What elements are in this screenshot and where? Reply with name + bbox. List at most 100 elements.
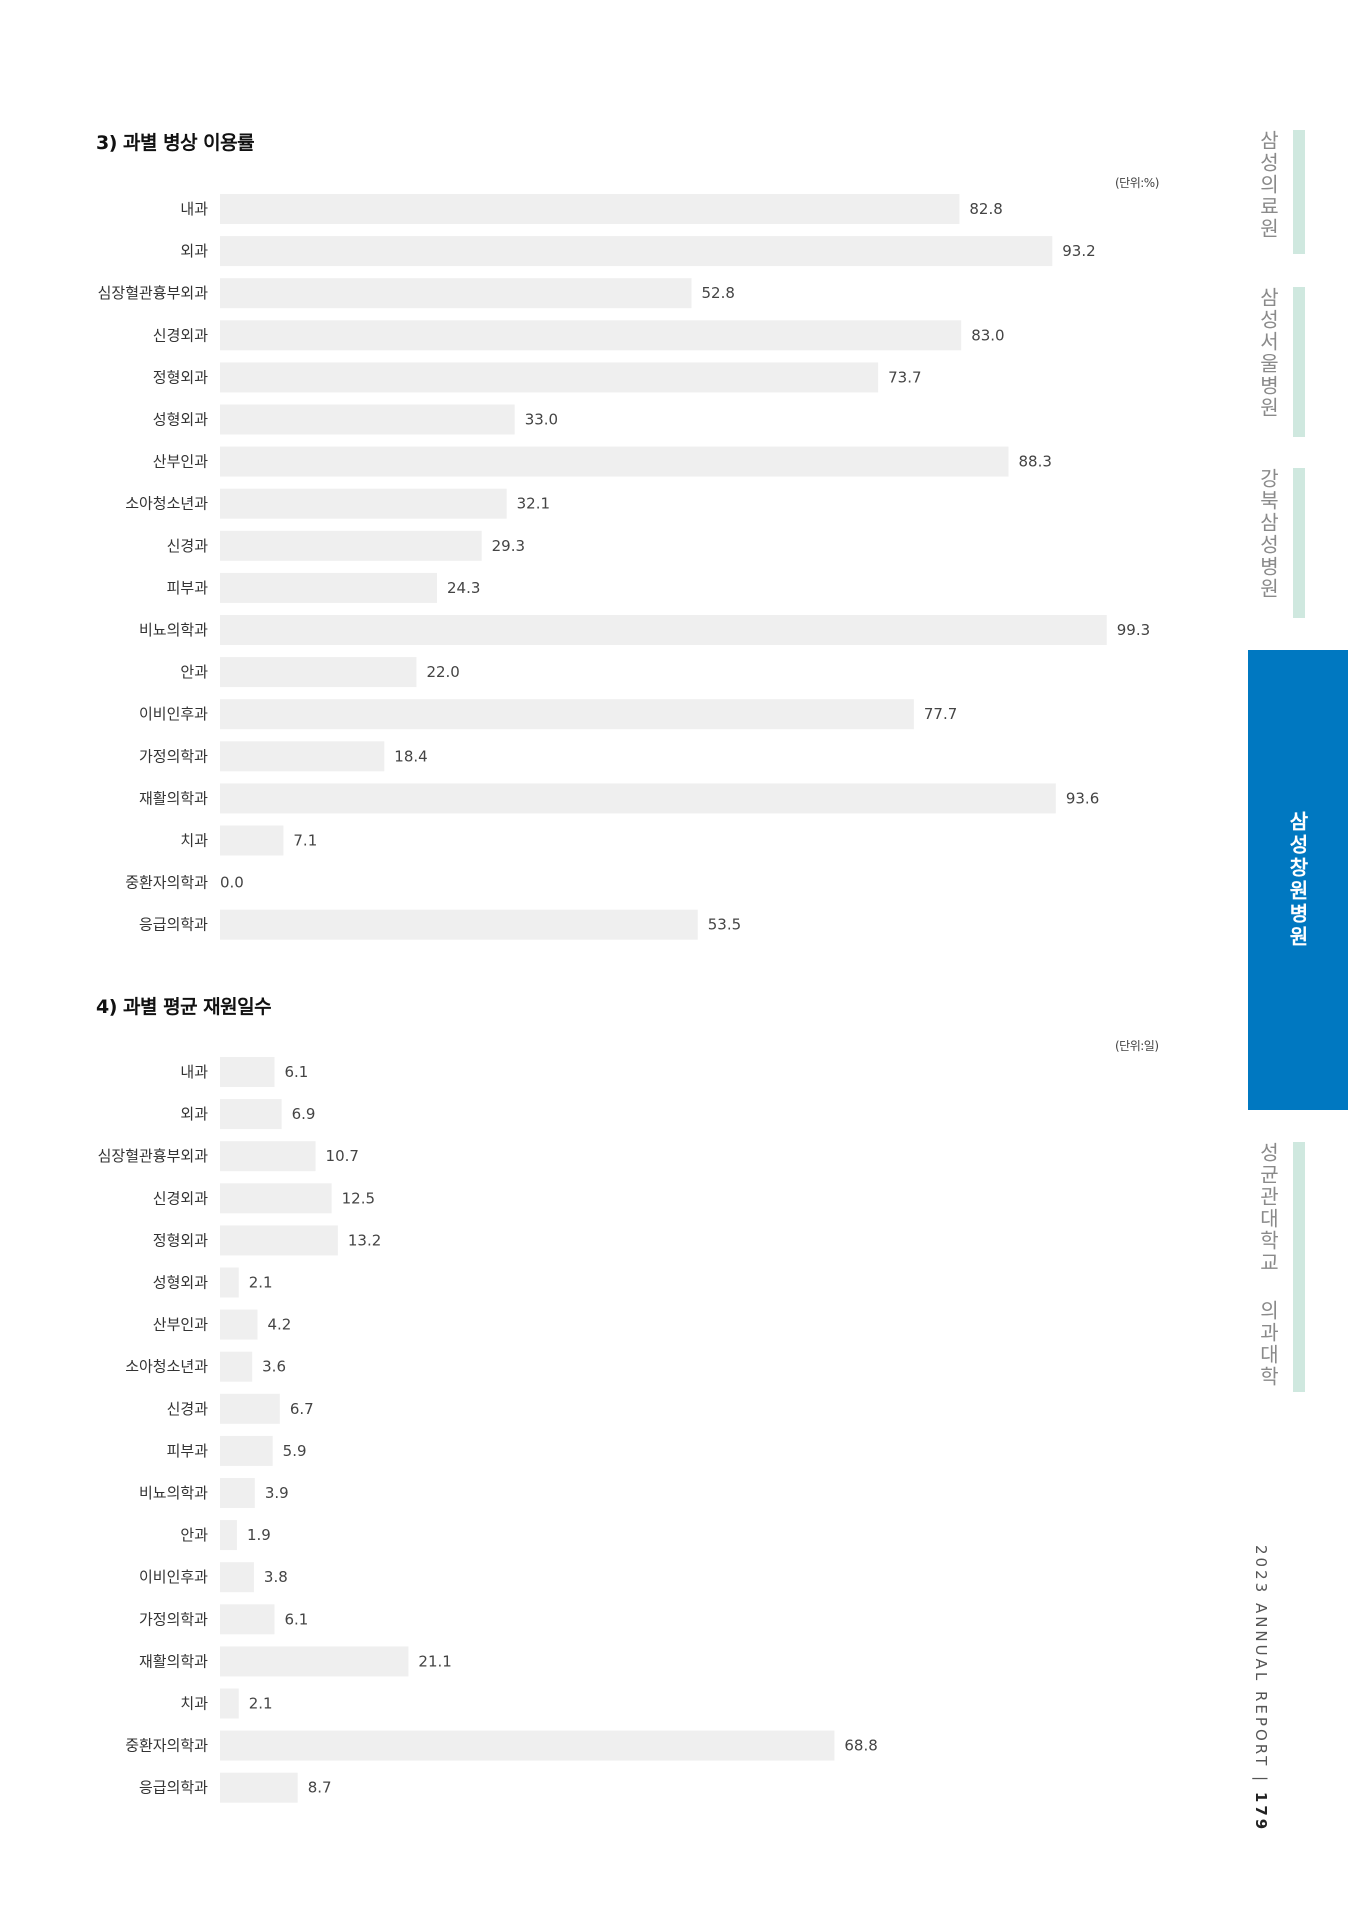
bar: [220, 1225, 338, 1256]
unit-label-percent: (단위:%): [1115, 176, 1159, 190]
category-label: 신경과: [167, 537, 209, 555]
bar: [220, 1520, 237, 1551]
bar: [220, 1141, 316, 1172]
value-label: 32.1: [517, 495, 550, 513]
value-label: 12.5: [342, 1189, 375, 1207]
value-label: 83.0: [971, 326, 1004, 344]
value-label: 99.3: [1117, 621, 1150, 639]
category-label: 외과: [180, 1105, 208, 1123]
category-label: 내과: [180, 1063, 208, 1081]
category-label: 산부인과: [153, 1316, 208, 1334]
value-label: 7.1: [293, 832, 317, 850]
value-label: 3.6: [262, 1358, 286, 1376]
bar: [220, 1183, 332, 1214]
bar: [220, 1478, 255, 1508]
sidebar-tab-skku-medical-school[interactable]: 성균관대학교 의과대학: [1245, 1142, 1305, 1392]
category-label: 내과: [180, 200, 208, 218]
sidebar-tab-kangbuk-samsung-hospital[interactable]: 강북삼성병원: [1245, 468, 1305, 618]
value-label: 6.1: [284, 1063, 308, 1081]
bar: [220, 1309, 258, 1340]
category-label: 외과: [180, 242, 208, 260]
value-label: 1.9: [247, 1526, 271, 1544]
bar: [220, 825, 284, 856]
bar: [220, 1772, 298, 1803]
sidebar-tab-samsung-medical-center[interactable]: 삼성의료원: [1245, 130, 1305, 254]
category-label: 신경과: [167, 1400, 209, 1418]
value-label: 82.8: [969, 200, 1002, 218]
value-label: 29.3: [492, 537, 525, 555]
bar: [220, 278, 692, 309]
value-label: 3.8: [264, 1568, 288, 1586]
bar: [220, 1646, 409, 1677]
bar: [220, 699, 914, 730]
sidebar-tab-samsung-changwon-hospital[interactable]: 삼성창원병원: [1248, 650, 1348, 1110]
page-footer: 2023 ANNUAL REPORT | 179: [1240, 1545, 1270, 1832]
value-label: 5.9: [283, 1442, 307, 1460]
bar: [220, 1562, 254, 1593]
value-label: 52.8: [702, 284, 735, 302]
bar: [220, 909, 698, 940]
category-label: 비뇨의학과: [139, 621, 208, 639]
bar: [220, 1099, 282, 1130]
sidebar-tab-indicator: [1293, 287, 1305, 437]
category-label: 심장혈관흉부외과: [98, 1147, 209, 1165]
category-label: 정형외과: [153, 368, 208, 386]
bar: [220, 362, 879, 393]
value-label: 24.3: [447, 579, 480, 597]
bar: [220, 1351, 253, 1382]
bar: [220, 446, 1009, 477]
bar: [220, 741, 385, 772]
category-label: 가정의학과: [139, 1610, 208, 1628]
category-label: 치과: [180, 832, 208, 850]
sidebar-tab-indicator: [1293, 130, 1305, 254]
category-label: 정형외과: [153, 1231, 208, 1249]
sidebar-tab-indicator: [1293, 468, 1305, 618]
category-label: 응급의학과: [139, 916, 208, 934]
bar: [220, 1057, 275, 1087]
bar: [220, 194, 960, 224]
category-label: 신경외과: [153, 1189, 208, 1207]
value-label: 18.4: [394, 747, 427, 765]
value-label: 88.3: [1019, 453, 1052, 471]
category-label: 중환자의학과: [125, 1737, 208, 1755]
category-label: 이비인후과: [139, 1568, 208, 1586]
bed-occupancy-chart: 내과 82.8 외과 93.2 심장혈관흉부외과 52.8 신경외과 83.0 정형외과 73.7…: [0, 190, 1357, 950]
value-label: 2.1: [249, 1274, 273, 1292]
category-label: 소아청소년과: [125, 495, 208, 513]
value-label: 73.7: [888, 368, 921, 386]
category-label: 재활의학과: [139, 1652, 208, 1670]
category-label: 성형외과: [153, 411, 208, 429]
value-label: 10.7: [326, 1147, 359, 1165]
bar: [220, 404, 515, 435]
category-label: 심장혈관흉부외과: [98, 284, 209, 302]
category-label: 피부과: [167, 579, 209, 597]
category-label: 산부인과: [153, 453, 208, 471]
unit-label-days: (단위:일): [1115, 1039, 1159, 1053]
bar: [220, 615, 1107, 645]
page-number: 179: [1252, 1791, 1270, 1833]
section-title-avg-stay: 4) 과별 평균 재원일수: [96, 996, 272, 1018]
value-label: 0.0: [220, 874, 244, 892]
sidebar-tab-label: 삼성서울병원: [1256, 287, 1280, 419]
sidebar-tab-samsung-seoul-hospital[interactable]: 삼성서울병원: [1245, 287, 1305, 437]
sidebar-tab-label: 강북삼성병원: [1256, 468, 1280, 600]
value-label: 68.8: [844, 1737, 877, 1755]
value-label: 21.1: [418, 1652, 451, 1670]
category-label: 신경외과: [153, 326, 208, 344]
value-label: 13.2: [348, 1231, 381, 1249]
bar: [220, 530, 482, 561]
bar: [220, 783, 1056, 814]
value-label: 6.7: [290, 1400, 314, 1418]
bar: [220, 1730, 835, 1761]
value-label: 6.1: [284, 1610, 308, 1628]
section-title-bed-occupancy: 3) 과별 병상 이용률: [96, 132, 255, 154]
sidebar-tab-indicator: [1293, 1142, 1305, 1392]
value-label: 3.9: [265, 1484, 289, 1502]
bar: [220, 1435, 273, 1466]
bar: [220, 1688, 239, 1719]
bar: [220, 236, 1053, 267]
report-name: 2023 ANNUAL REPORT: [1252, 1545, 1270, 1769]
category-label: 재활의학과: [139, 789, 208, 807]
value-label: 33.0: [525, 411, 558, 429]
bar: [220, 1267, 239, 1298]
